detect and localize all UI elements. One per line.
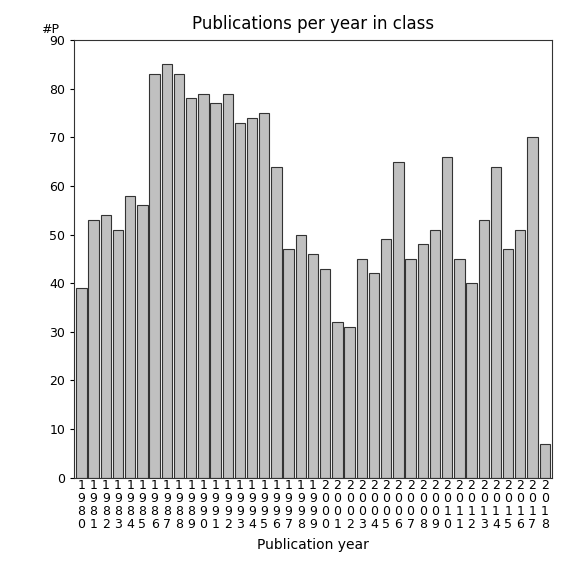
Bar <box>247 118 257 477</box>
Bar <box>417 244 428 477</box>
Bar <box>540 443 550 477</box>
Bar <box>222 94 233 477</box>
Bar <box>259 113 269 477</box>
Bar <box>100 215 111 477</box>
Bar <box>295 235 306 477</box>
Bar <box>125 196 136 477</box>
Bar <box>442 157 452 477</box>
Bar <box>405 259 416 477</box>
Title: Publications per year in class: Publications per year in class <box>192 15 434 33</box>
Bar <box>76 288 87 477</box>
Bar <box>320 269 331 477</box>
Bar <box>149 74 160 477</box>
Bar <box>162 65 172 477</box>
Bar <box>357 259 367 477</box>
X-axis label: Publication year: Publication year <box>257 538 369 552</box>
Bar <box>381 239 391 477</box>
Bar <box>344 327 355 477</box>
Bar <box>527 137 538 477</box>
Bar <box>271 167 282 477</box>
Bar <box>479 220 489 477</box>
Bar <box>308 254 318 477</box>
Bar <box>137 205 147 477</box>
Bar <box>430 230 440 477</box>
Bar <box>515 230 526 477</box>
Bar <box>284 249 294 477</box>
Bar <box>393 162 404 477</box>
Bar <box>467 283 477 477</box>
Bar <box>113 230 123 477</box>
Bar <box>186 99 196 477</box>
Text: #P: #P <box>41 23 58 36</box>
Bar <box>235 123 245 477</box>
Bar <box>503 249 513 477</box>
Bar <box>491 167 501 477</box>
Bar <box>369 273 379 477</box>
Bar <box>198 94 209 477</box>
Bar <box>174 74 184 477</box>
Bar <box>454 259 464 477</box>
Bar <box>88 220 99 477</box>
Bar <box>332 322 342 477</box>
Bar <box>210 103 221 477</box>
